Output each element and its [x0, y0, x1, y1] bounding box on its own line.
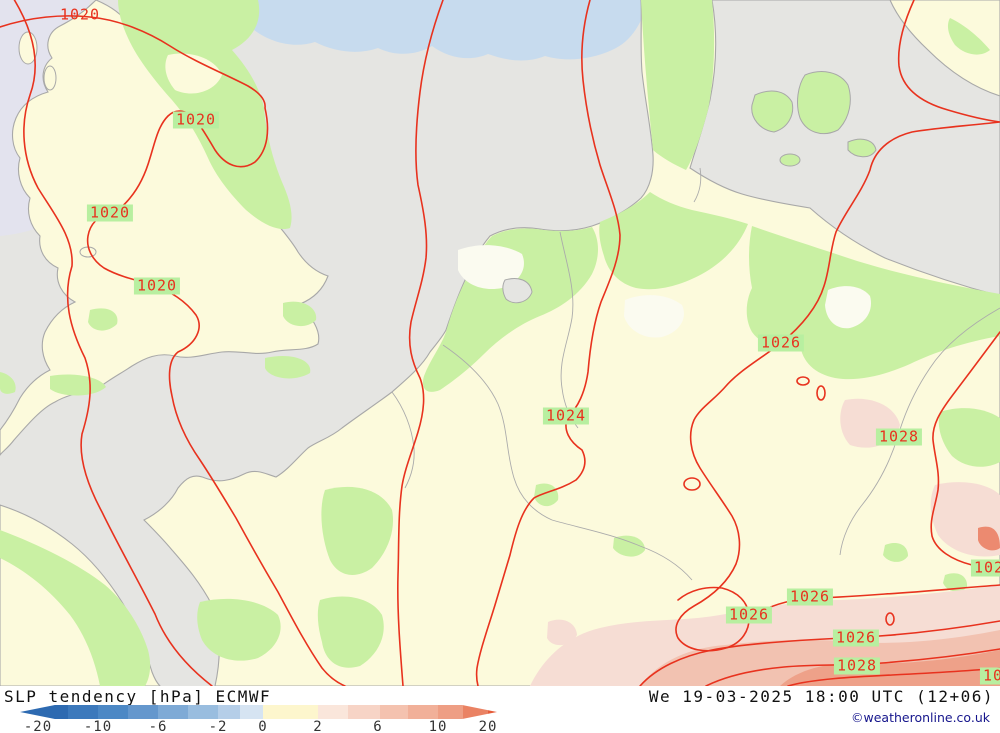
- contour-line-1026c: [639, 620, 1000, 686]
- green-france: [317, 596, 384, 668]
- north-sea-blue-tint: [230, 0, 648, 61]
- colorbar-tick-label: 6: [373, 719, 383, 733]
- contour-label: 1028: [833, 657, 881, 675]
- contour-label: 1026: [725, 606, 773, 624]
- contour-label: 1020: [172, 111, 220, 129]
- white-patch: [458, 245, 524, 290]
- footer-bar: SLP tendency [hPa] ECMWF We 19-03-2025 1…: [0, 686, 1000, 733]
- colorbar-tick-label: -10: [83, 719, 113, 733]
- white-patch: [624, 295, 684, 338]
- colorbar-tick-label: 20: [478, 719, 498, 733]
- cream-hole: [165, 53, 222, 94]
- pink-area-strong: [978, 526, 1000, 551]
- contour-label: 1020: [59, 5, 101, 24]
- green-patch: [883, 543, 908, 562]
- contour-label: 1026: [832, 629, 880, 647]
- colorbar: [20, 705, 497, 719]
- contour-closed-small: [796, 376, 810, 386]
- green-patch: [534, 483, 559, 507]
- colorbar-tick-label: -6: [148, 719, 168, 733]
- contour-line-west: [13, 0, 213, 686]
- map-graphic: [0, 0, 1000, 686]
- contour-label: 1030: [979, 667, 1000, 685]
- island-funen: [751, 90, 794, 133]
- island-hebrides: [43, 65, 57, 91]
- green-patch: [943, 573, 968, 592]
- colorbar-tick-label: -20: [23, 719, 53, 733]
- contour-label: 1028: [970, 559, 1000, 577]
- green-east-patch: [938, 408, 1000, 467]
- contour-closed-small: [683, 477, 701, 491]
- contour-label: 1028: [875, 428, 923, 446]
- sea-ijsselmeer: [502, 278, 533, 304]
- contour-closed-small: [885, 612, 895, 626]
- island-ruegen: [847, 138, 877, 158]
- colorbar-tick-label: 10: [428, 719, 448, 733]
- contour-line-1022: [397, 0, 444, 686]
- contour-line-1030: [787, 667, 1000, 686]
- pink-area-light: [547, 619, 577, 646]
- green-patch: [613, 535, 645, 557]
- green-germany-north: [599, 192, 748, 290]
- green-germany-northeast: [746, 226, 1000, 380]
- product-title: SLP tendency [hPa] ECMWF: [4, 687, 272, 706]
- colorbar-tick-label: -2: [208, 719, 228, 733]
- copyright-link[interactable]: ©weatheronline.co.uk: [851, 710, 990, 725]
- island-small: [779, 153, 801, 167]
- green-jutland: [641, 0, 715, 170]
- island-zealand: [797, 71, 851, 134]
- green-southwest: [50, 374, 106, 396]
- contour-label: 1026: [757, 334, 805, 352]
- green-france: [321, 486, 394, 575]
- colorbar-tick-label: 0: [258, 719, 268, 733]
- green-southeast-england: [265, 355, 311, 379]
- pink-area-strong: [780, 650, 1000, 686]
- map-canvas: 1020 1020 1020 1020 1024 1026 1028 1026 1026 1026…: [0, 0, 1000, 686]
- contour-line-1026b: [755, 584, 1000, 615]
- valid-time: We 19-03-2025 18:00 UTC (12+06): [648, 687, 994, 706]
- green-wales: [88, 308, 118, 331]
- green-sweden-edge: [947, 18, 990, 55]
- contour-label: 1020: [133, 277, 181, 295]
- green-ireland-band: [0, 530, 151, 686]
- contour-label: 1020: [86, 204, 134, 222]
- green-patch: [0, 372, 16, 394]
- green-france: [197, 598, 281, 661]
- contour-closed-small: [816, 385, 826, 401]
- contour-label: 1024: [542, 407, 590, 425]
- green-southeast-england: [283, 301, 317, 327]
- colorbar-tick-label: 2: [313, 719, 323, 733]
- green-netherlands: [422, 227, 598, 392]
- contour-label: 1026: [786, 588, 834, 606]
- white-patch: [825, 286, 872, 329]
